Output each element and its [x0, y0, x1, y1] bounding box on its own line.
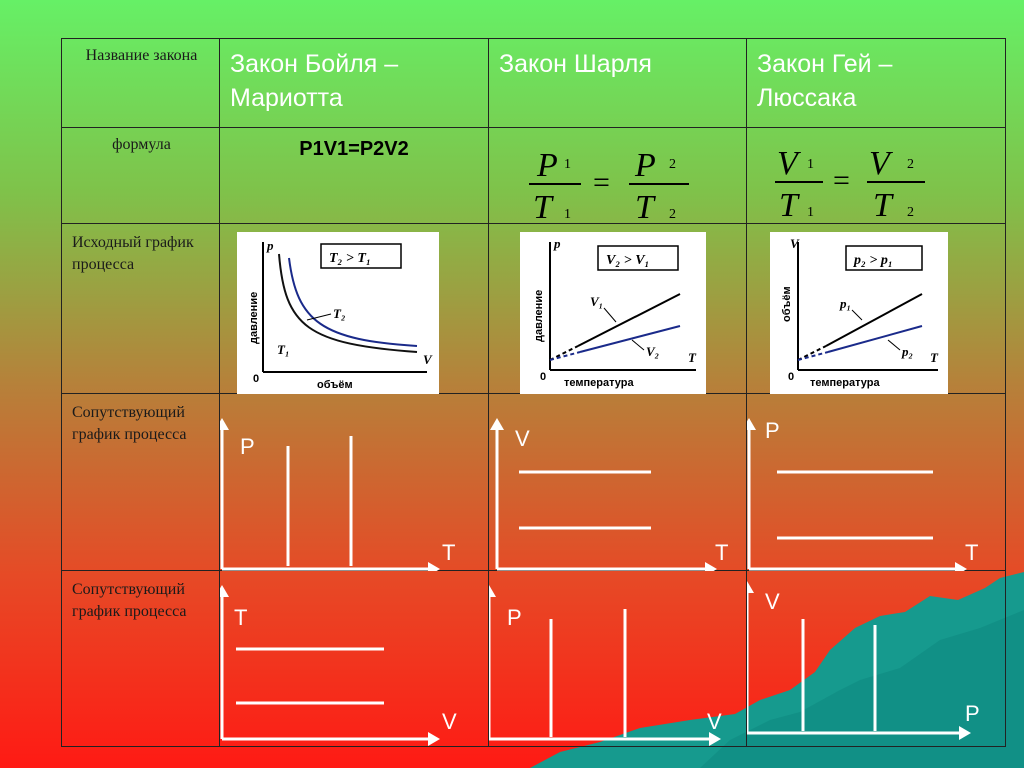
- svg-text:T: T: [715, 540, 728, 565]
- gas-laws-table: Название закона Закон Бойля – Мариотта З…: [61, 38, 1006, 747]
- svg-text:1: 1: [807, 205, 814, 220]
- svg-text:P: P: [240, 434, 255, 459]
- svg-text:V: V: [515, 426, 530, 451]
- boyle-pt-graph: P T: [220, 418, 455, 571]
- row-label-initial-graph: Исходный график процесса: [72, 234, 194, 273]
- svg-text:объём: объём: [781, 286, 793, 322]
- svg-text:1: 1: [564, 157, 571, 172]
- svg-text:T₂ > T₁: T₂ > T₁: [329, 251, 371, 266]
- svg-text:p₂ > p₁: p₂ > p₁: [853, 253, 893, 268]
- charles-isochore-graph: p T 0 давление температура V₂ > V₁ V₁ V₂: [520, 232, 706, 394]
- svg-text:объём: объём: [317, 379, 353, 391]
- formula-row: формула P1V1=P2V2 P 1 T 1 = P 2 T 2 V 1: [61, 127, 1006, 224]
- svg-text:V: V: [869, 145, 894, 182]
- row-label-law-name: Название закона: [85, 47, 198, 64]
- svg-text:1: 1: [564, 207, 571, 222]
- svg-text:2: 2: [907, 205, 914, 220]
- svg-text:1: 1: [807, 157, 814, 172]
- svg-text:p: p: [266, 238, 274, 253]
- svg-text:T: T: [635, 189, 656, 224]
- svg-text:=: =: [833, 164, 850, 197]
- initial-graph-row: Исходный график процесса p V 0 давление …: [61, 223, 1006, 394]
- gay-lussac-isobar-graph: V T 0 объём температура p₂ > p₁ p₁ p₂: [770, 232, 948, 394]
- svg-text:T: T: [965, 540, 978, 565]
- svg-text:p₁: p₁: [839, 296, 851, 311]
- formula-boyle: P1V1=P2V2: [299, 138, 409, 160]
- svg-text:V: V: [707, 709, 722, 734]
- svg-text:p: p: [553, 236, 561, 251]
- svg-text:V: V: [442, 709, 457, 734]
- svg-text:V₂: V₂: [646, 344, 659, 359]
- row-label-companion-1: Сопутствующий график процесса: [72, 404, 187, 443]
- svg-text:V: V: [777, 145, 802, 182]
- svg-text:=: =: [593, 166, 610, 199]
- boyle-isotherm-graph: p V 0 давление объём T₂ > T₁ T₂ T₁: [237, 232, 439, 394]
- svg-text:P: P: [634, 147, 656, 184]
- svg-text:2: 2: [669, 157, 676, 172]
- companion-graph-row-1: Сопутствующий график процесса P T V T: [61, 393, 1006, 571]
- svg-text:2: 2: [907, 157, 914, 172]
- svg-text:P: P: [965, 701, 980, 726]
- svg-text:T: T: [779, 187, 800, 224]
- svg-text:температура: температура: [564, 377, 634, 389]
- svg-text:V₂ > V₁: V₂ > V₁: [606, 253, 649, 268]
- header-row: Название закона Закон Бойля – Мариотта З…: [61, 38, 1006, 128]
- svg-text:P: P: [507, 605, 522, 630]
- svg-text:температура: температура: [810, 377, 880, 389]
- header-boyle-mariotte: Закон Бойля – Мариотта: [230, 50, 399, 112]
- svg-text:p₂: p₂: [901, 344, 913, 359]
- svg-text:0: 0: [253, 373, 259, 385]
- svg-text:V: V: [423, 352, 433, 367]
- svg-text:давление: давление: [533, 290, 545, 342]
- svg-text:давление: давление: [248, 292, 260, 344]
- svg-text:T₁: T₁: [277, 342, 289, 357]
- row-label-formula: формула: [112, 136, 171, 153]
- charles-pv-graph: P V: [489, 585, 722, 746]
- svg-text:P: P: [536, 147, 558, 184]
- svg-text:V₁: V₁: [590, 294, 603, 309]
- svg-text:T₂: T₂: [333, 306, 345, 321]
- svg-text:P: P: [765, 418, 780, 443]
- formula-charles: P 1 T 1 = P 2 T 2: [529, 147, 689, 224]
- svg-text:V: V: [790, 236, 800, 251]
- svg-text:T: T: [873, 187, 894, 224]
- svg-text:V: V: [765, 589, 780, 614]
- charles-vt-graph: V T: [490, 418, 728, 571]
- gay-lussac-pt-graph: P T: [747, 418, 978, 571]
- svg-text:T: T: [688, 350, 697, 365]
- svg-text:0: 0: [540, 371, 546, 383]
- header-charles: Закон Шарля: [499, 50, 652, 78]
- boyle-tv-graph: T V: [220, 585, 457, 746]
- svg-text:T: T: [442, 540, 455, 565]
- row-label-companion-2: Сопутствующий график процесса: [72, 581, 187, 620]
- svg-text:T: T: [234, 605, 247, 630]
- svg-text:T: T: [533, 189, 554, 224]
- formula-gay-lussac: V 1 T 1 = V 2 T 2: [775, 145, 925, 224]
- companion-graph-row-2: Сопутствующий график процесса T V P V: [61, 570, 1006, 747]
- svg-text:T: T: [930, 350, 939, 365]
- header-gay-lussac: Закон Гей – Люссака: [757, 50, 893, 112]
- gay-lussac-vp-graph: V P: [747, 581, 980, 740]
- svg-text:2: 2: [669, 207, 676, 222]
- svg-text:0: 0: [788, 371, 794, 383]
